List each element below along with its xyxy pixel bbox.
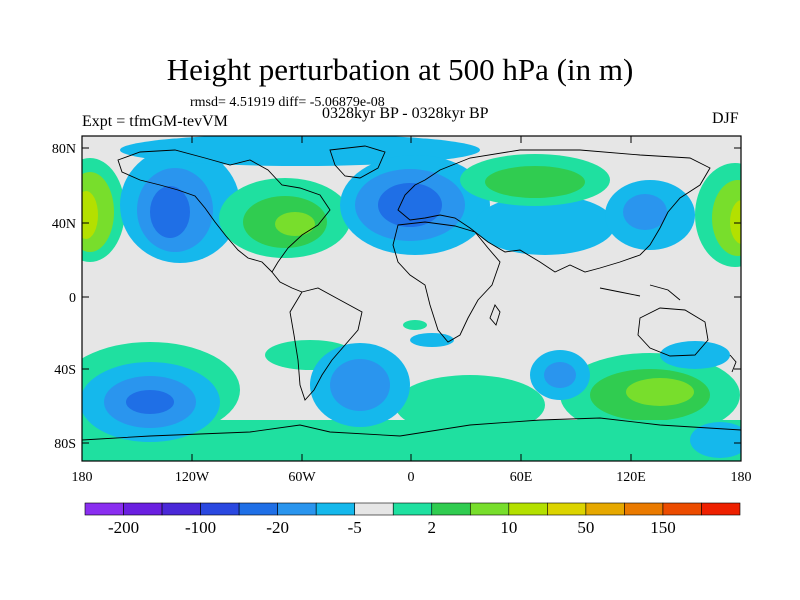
anomaly-positive-siberia-core (485, 166, 585, 198)
lon-label: 60E (510, 470, 533, 485)
coastline-central-america (271, 271, 303, 293)
experiment-label: Expt = tfmGM-tevVM (82, 113, 228, 130)
lat-label: 0 (69, 291, 76, 306)
anomaly-positive-np-west-max (82, 191, 98, 239)
anomaly-negative-so-indian-west-core (544, 362, 576, 388)
colorbar-swatch (431, 502, 471, 516)
lon-label: 180 (731, 470, 752, 485)
anomaly-negative-europe-core (378, 183, 442, 227)
coastline-north-america (117, 149, 331, 273)
anomaly-positive-tropical-atlantic (403, 320, 427, 330)
colorbar-swatch (84, 502, 124, 516)
lat-label: 40S (54, 363, 76, 378)
colorbar-label: -200 (108, 518, 139, 537)
coastlines (82, 145, 741, 441)
colorbar-label: -5 (348, 518, 362, 537)
lat-label: 80S (54, 437, 76, 452)
height-anomaly-contours (82, 136, 741, 461)
colorbar-swatch (392, 502, 433, 516)
colorbar-label: -20 (266, 518, 289, 537)
colorbar-swatch (354, 502, 394, 516)
latitude-ticks: 80N 40N 0 40S 80S (52, 142, 741, 452)
colorbar-swatch (662, 502, 702, 516)
period-label: 0328kyr BP - 0328kyr BP (322, 105, 489, 122)
colorbar-swatch (469, 502, 510, 516)
lon-label: 0 (408, 470, 415, 485)
coastline-south-america (289, 287, 363, 401)
anomaly-negative-antarctic-east (690, 422, 741, 458)
colorbar-swatch (624, 502, 664, 516)
colorbar-label: 2 (428, 518, 437, 537)
colorbar-label: 10 (500, 518, 517, 537)
rmsd-diff-stats: rmsd= 4.51919 diff= -5.06879e-08 (190, 95, 385, 110)
anomaly-positive-np-east-max (730, 200, 741, 244)
anomaly-negative-so-atlantic-west-core (330, 359, 390, 411)
anomaly-positive-na-east-core (275, 212, 315, 236)
colorbar-swatch (238, 502, 278, 516)
colorbar-swatch (701, 502, 741, 516)
colorbar-swatch (277, 502, 317, 516)
coastline-eurasia (397, 149, 711, 273)
colorbar-swatch (508, 502, 548, 516)
longitude-ticks: 180 120W 60W 0 60E 120E 180 (72, 136, 752, 485)
colorbar: -200 -100 -20 -5 2 10 50 150 (84, 502, 741, 537)
coastline-australia (637, 307, 709, 357)
lon-label: 180 (72, 470, 93, 485)
anomaly-negative-so-pacific-core (126, 390, 174, 414)
season-label: DJF (712, 110, 739, 127)
colorbar-label: -100 (185, 518, 216, 537)
anomaly-negative-south-africa (410, 333, 454, 347)
map-title: Height perturbation at 500 hPa (in m) (166, 52, 634, 87)
anomaly-negative-asia (475, 195, 615, 255)
coastline-maritime-continent (599, 284, 681, 301)
coastline-africa (392, 221, 501, 343)
anomaly-negative-na-west-core (150, 186, 190, 238)
colorbar-swatch (123, 502, 163, 516)
lat-label: 40N (52, 217, 76, 232)
anomaly-negative-east-asia-core (623, 194, 667, 230)
colorbar-swatch (161, 502, 201, 516)
coastline-madagascar (489, 304, 501, 326)
coastline-new-zealand (729, 354, 737, 373)
coastline-antarctica (82, 417, 741, 441)
lon-label: 120W (175, 470, 210, 485)
colorbar-swatch (585, 502, 625, 516)
anomaly-positive-so-indian-core (626, 378, 694, 406)
colorbar-swatch (315, 502, 356, 516)
colorbar-label: 50 (577, 518, 594, 537)
lat-label: 80N (52, 142, 76, 157)
coastline-greenland (329, 145, 386, 179)
lon-label: 60W (288, 470, 316, 485)
colorbar-swatch (547, 502, 587, 516)
colorbar-label: 150 (650, 518, 676, 537)
colorbar-swatch (200, 502, 240, 516)
lon-label: 120E (616, 470, 646, 485)
